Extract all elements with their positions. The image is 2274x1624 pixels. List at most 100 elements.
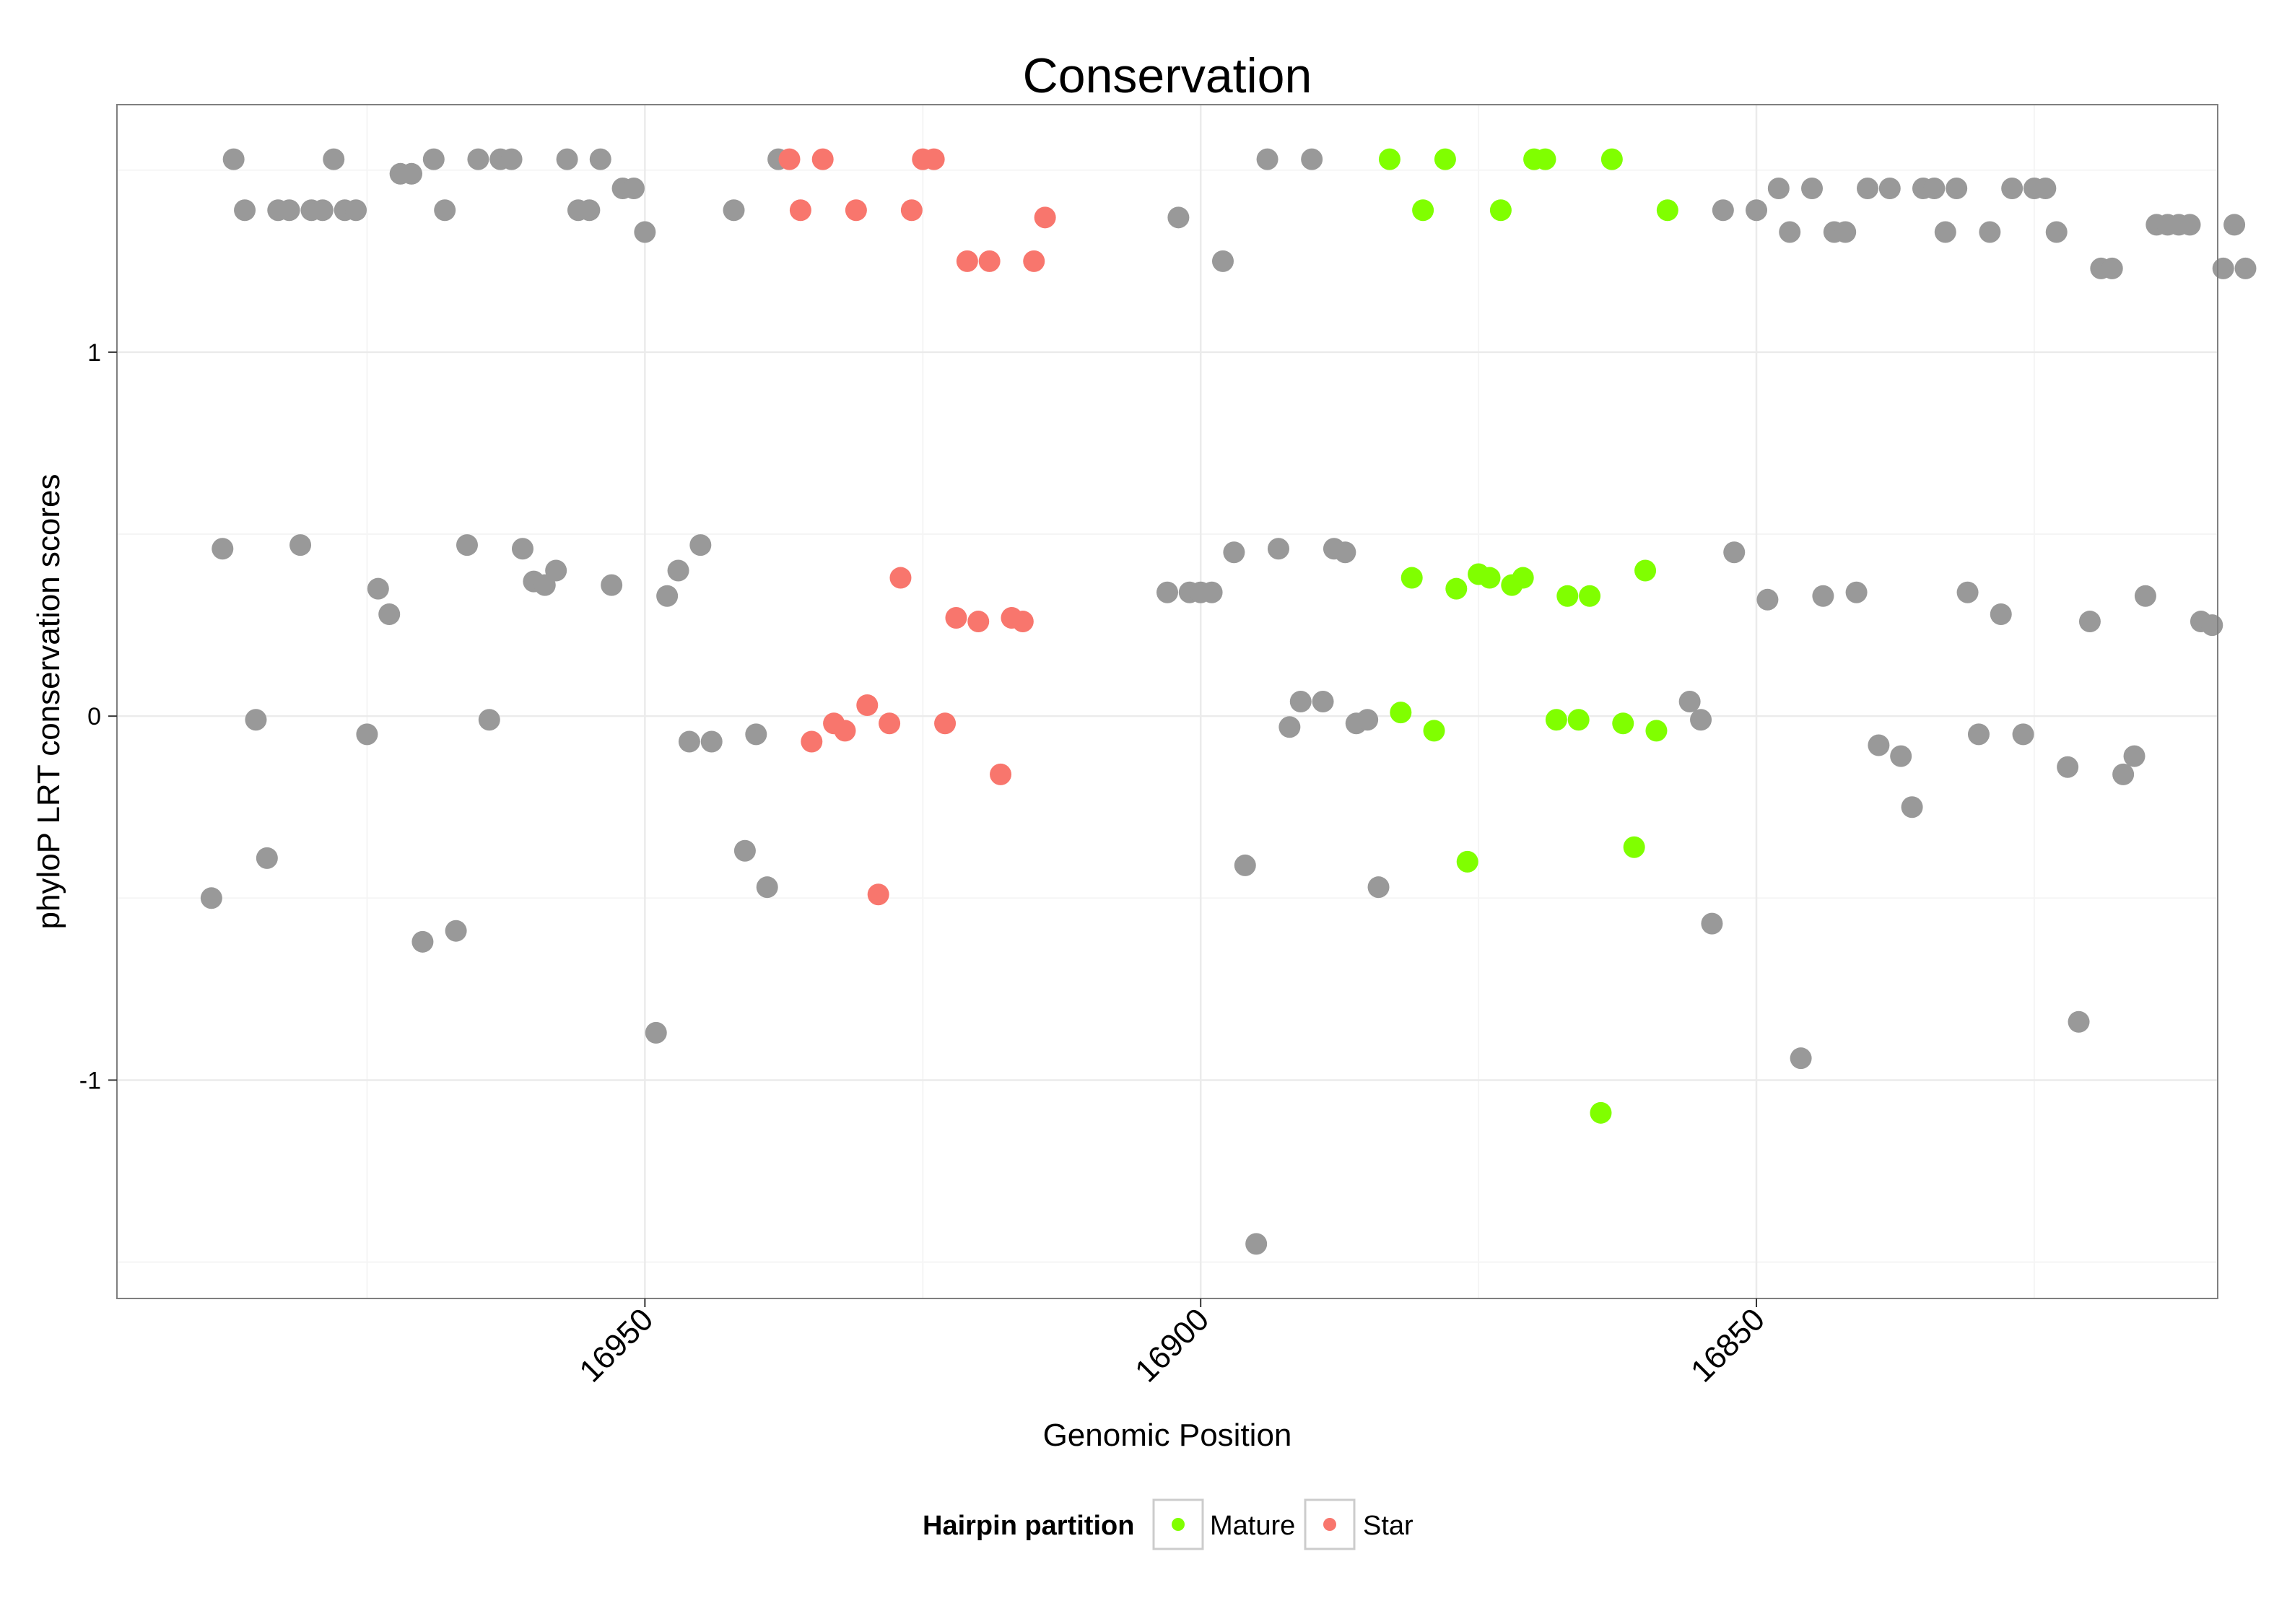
legend-marker-mature [1172, 1518, 1185, 1531]
data-point-other [2034, 177, 2057, 199]
data-point-mature [1556, 585, 1579, 607]
data-point-mature [1423, 720, 1445, 742]
data-point-other [1167, 206, 1190, 229]
data-point-mature [1623, 836, 1645, 858]
data-point-other [1756, 588, 1779, 611]
y-axis-label: phyloP LRT conservation scores [31, 473, 66, 929]
data-point-other [222, 148, 245, 170]
data-point-other [578, 199, 601, 222]
data-point-other [1690, 709, 1712, 731]
plot-border [116, 104, 2218, 1299]
y-tick-label: 0 [87, 703, 101, 730]
data-point-other [1156, 581, 1178, 603]
data-point-other [723, 199, 745, 222]
data-point-mature [1634, 559, 1657, 582]
data-point-other [401, 162, 423, 185]
data-point-other [2112, 763, 2135, 785]
data-point-star [923, 148, 945, 170]
data-point-star [778, 148, 801, 170]
data-point-star [801, 730, 823, 753]
legend-title: Hairpin partition [923, 1511, 1134, 1541]
data-point-other [556, 148, 578, 170]
data-point-other [1234, 854, 1256, 876]
data-point-other [2212, 257, 2234, 279]
data-point-other [1790, 1047, 1812, 1070]
data-point-mature [1656, 199, 1678, 222]
data-point-other [678, 730, 700, 753]
data-point-other [1289, 691, 1312, 712]
data-point-mature [1590, 1101, 1612, 1124]
data-point-star [856, 694, 879, 717]
data-point-other [422, 148, 445, 170]
data-point-other [456, 534, 478, 556]
legend-label-star: Star [1363, 1511, 1413, 1541]
data-point-other [1278, 716, 1301, 738]
data-point-other [2078, 611, 2101, 633]
data-point-other [589, 148, 611, 170]
data-point-other [234, 199, 256, 222]
data-point-star [900, 199, 923, 222]
data-point-other [1256, 148, 1278, 170]
data-point-other [411, 930, 434, 953]
data-point-other [1857, 177, 1878, 199]
legend-key-star [1304, 1498, 1356, 1550]
data-point-other [356, 723, 378, 746]
data-point-other [345, 199, 367, 222]
data-point-other [2045, 221, 2068, 243]
data-point-mature [1612, 712, 1634, 735]
data-point-other [2101, 257, 2123, 279]
data-point-star [1023, 250, 1045, 272]
data-point-other [200, 887, 222, 909]
data-point-other [1712, 199, 1734, 222]
data-point-other [2123, 745, 2146, 767]
plot-background [117, 105, 2218, 1298]
data-point-other [1746, 199, 1768, 222]
data-point-other [1701, 912, 1723, 935]
data-point-other [2012, 723, 2034, 746]
data-point-other [622, 177, 645, 199]
data-point-other [1223, 541, 1245, 564]
data-point-other [545, 559, 567, 582]
data-point-other [1211, 250, 1234, 272]
data-point-star [967, 611, 990, 633]
data-point-mature [1567, 709, 1590, 731]
data-point-other [1367, 876, 1390, 899]
data-point-other [1779, 221, 1801, 243]
data-point-mature [1456, 850, 1478, 873]
x-axis-label: Genomic Position [1043, 1418, 1292, 1453]
x-tick-label: 16950 [572, 1301, 660, 1389]
data-point-mature [1534, 148, 1556, 170]
data-point-other [1301, 148, 1323, 170]
data-point-other [667, 559, 689, 582]
data-point-other [1890, 745, 1912, 767]
data-point-other [245, 709, 267, 731]
data-point-other [445, 920, 467, 942]
grid-layer [117, 105, 2218, 1298]
data-point-other [634, 221, 656, 243]
data-point-other [2057, 756, 2079, 778]
legend-label-mature: Mature [1210, 1511, 1295, 1541]
data-point-mature [1512, 567, 1534, 589]
data-point-other [478, 709, 500, 731]
data-point-star [956, 250, 978, 272]
data-point-other [1812, 585, 1834, 607]
legend-key-mature [1152, 1498, 1204, 1550]
data-point-other [1868, 734, 1890, 756]
data-point-other [1946, 177, 1968, 199]
data-point-other [700, 730, 723, 753]
data-point-other [500, 148, 523, 170]
chart-title: Conservation [1023, 48, 1312, 103]
data-point-other [2179, 214, 2201, 236]
data-point-other [1956, 581, 1979, 603]
data-point-other [645, 1021, 667, 1044]
data-point-other [1334, 541, 1356, 564]
data-point-other [1245, 1233, 1268, 1255]
data-point-other [1878, 177, 1901, 199]
data-point-star [990, 763, 1012, 785]
data-point-star [867, 883, 889, 906]
data-point-other [511, 538, 533, 560]
data-point-other [656, 585, 679, 607]
data-point-other [1834, 221, 1857, 243]
y-tick-label: 1 [87, 339, 101, 367]
